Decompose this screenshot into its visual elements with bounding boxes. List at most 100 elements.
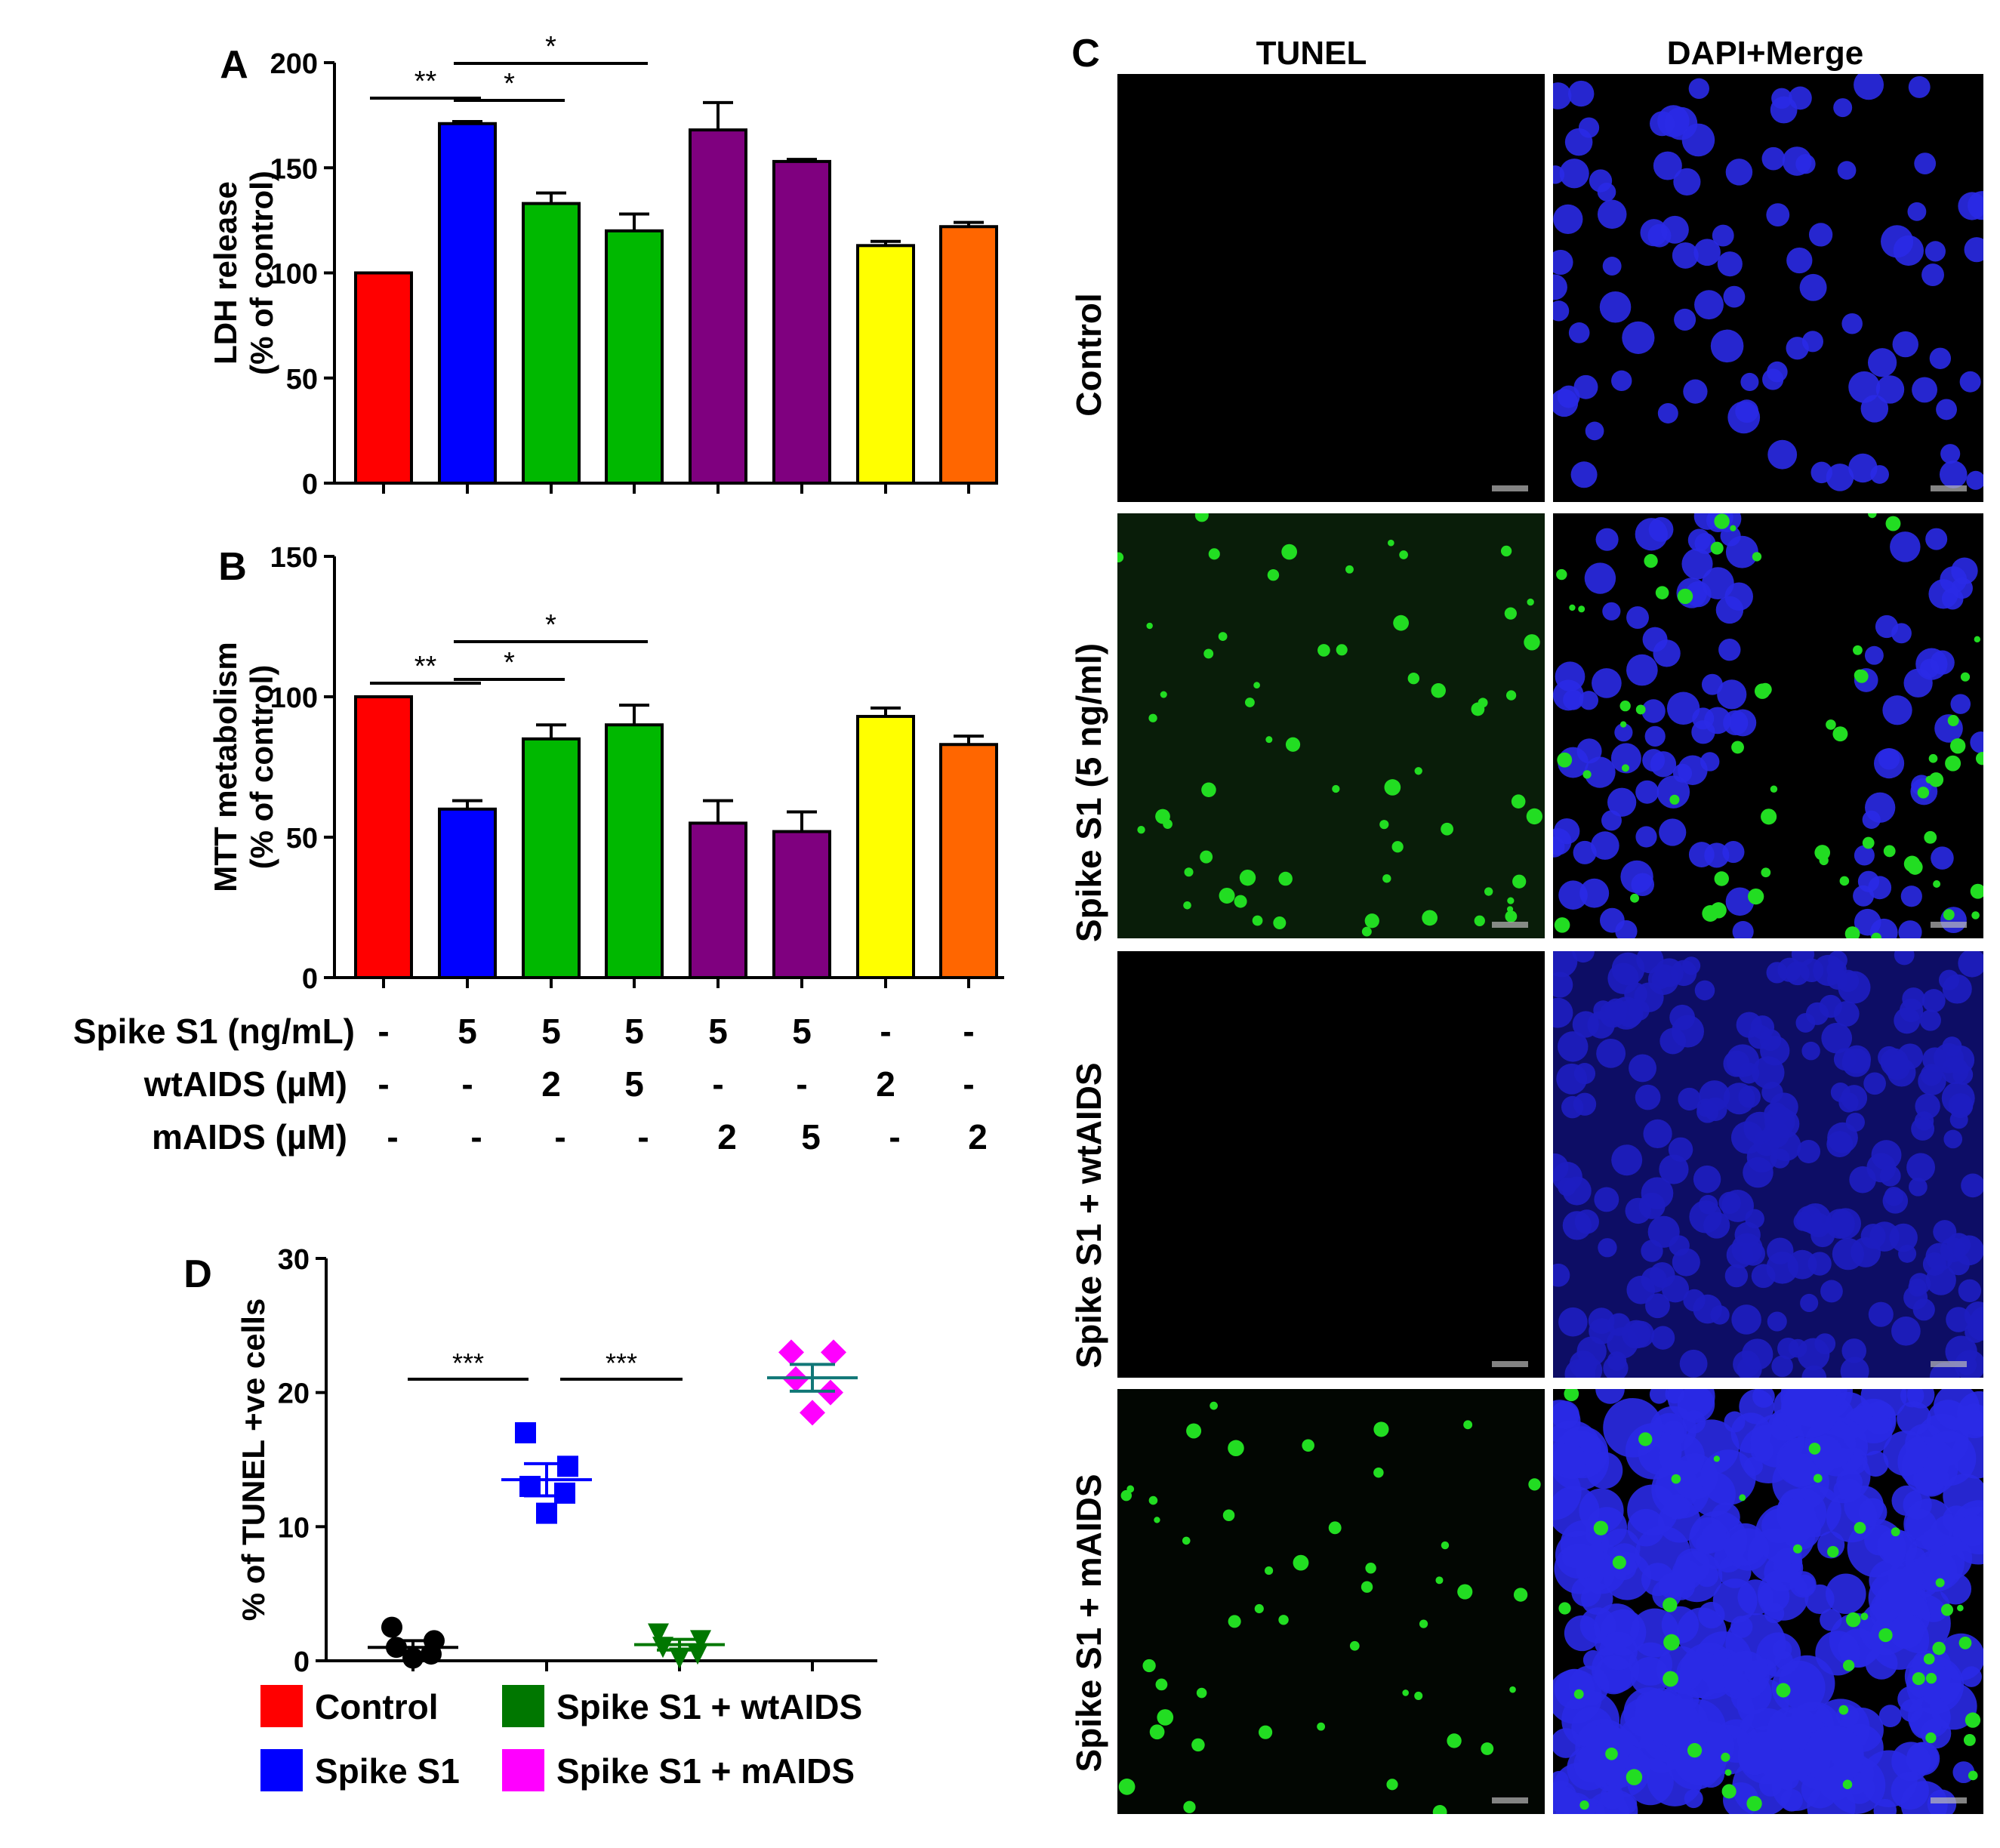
micrograph-content bbox=[1553, 951, 1983, 1378]
nucleus bbox=[1595, 1389, 1625, 1404]
legend-label: Spike S1 + mAIDS bbox=[556, 1751, 855, 1791]
tunel-positive-cell bbox=[1746, 1795, 1762, 1812]
treatment-value: 2 bbox=[968, 1117, 988, 1157]
y-tick-label: 30 bbox=[278, 1244, 310, 1276]
nucleus bbox=[1595, 528, 1619, 551]
tunel-positive-cell bbox=[1677, 588, 1693, 605]
tunel-positive-cell bbox=[1943, 909, 1955, 921]
tunel-positive-cell bbox=[1435, 1576, 1444, 1585]
nucleus bbox=[1712, 224, 1734, 247]
tunel-positive-cell bbox=[1210, 1401, 1218, 1410]
nucleus bbox=[1700, 1449, 1756, 1505]
nucleus bbox=[1673, 168, 1701, 196]
nucleus bbox=[1801, 331, 1823, 353]
nucleus bbox=[1929, 347, 1952, 369]
tunel-positive-cell bbox=[1142, 1659, 1156, 1673]
tunel-positive-cell bbox=[1414, 1691, 1423, 1700]
bar bbox=[856, 244, 915, 485]
nucleus bbox=[1602, 602, 1621, 621]
tunel-positive-cell bbox=[1619, 700, 1631, 712]
y-axis-label-line: (% of control) bbox=[244, 171, 279, 375]
tunel-positive-cell bbox=[1218, 632, 1228, 641]
nucleus bbox=[1657, 402, 1678, 424]
tunel-positive-cell bbox=[1792, 1544, 1803, 1554]
significance-label: *** bbox=[606, 1348, 637, 1378]
nucleus bbox=[1804, 1725, 1864, 1785]
y-tick-label: 150 bbox=[270, 542, 318, 574]
tunel-positive-cell bbox=[1558, 1602, 1571, 1615]
nucleus bbox=[1599, 907, 1625, 933]
nucleus bbox=[1564, 128, 1593, 156]
nucleus bbox=[1589, 169, 1613, 192]
tunel-positive-cell bbox=[1878, 1628, 1893, 1643]
nucleus bbox=[1788, 86, 1812, 110]
tunel-positive-cell bbox=[1148, 713, 1157, 722]
nucleus bbox=[1739, 1389, 1774, 1424]
nucleus bbox=[1959, 371, 1981, 393]
tunel-positive-cell bbox=[1183, 1800, 1196, 1813]
y-axis-label-line: MTT metabolism bbox=[208, 642, 243, 892]
nucleus bbox=[1921, 1431, 1977, 1486]
nucleus bbox=[1718, 639, 1741, 661]
tunel-positive-cell bbox=[1244, 698, 1255, 707]
legend-label: Control bbox=[315, 1687, 439, 1726]
y-tick-label: 10 bbox=[278, 1512, 310, 1544]
nucleus bbox=[1579, 878, 1610, 908]
tunel-positive-cell bbox=[1612, 1555, 1626, 1569]
treatment-value: - bbox=[470, 1117, 482, 1157]
tunel-positive-cell bbox=[1721, 1784, 1737, 1799]
nucleus bbox=[1687, 528, 1711, 552]
tunel-positive-cell bbox=[1441, 1541, 1450, 1550]
tunel-positive-cell bbox=[1317, 644, 1330, 657]
tunel-positive-cell bbox=[1630, 893, 1639, 903]
data-point bbox=[554, 1482, 575, 1504]
y-tick-label: 150 bbox=[270, 153, 318, 185]
nucleus bbox=[1580, 1582, 1613, 1615]
nucleus bbox=[1626, 606, 1649, 630]
tunel-positive-cell bbox=[1776, 1683, 1791, 1698]
tunel-positive-cell bbox=[1457, 1584, 1473, 1600]
tunel-positive-cell bbox=[1511, 794, 1526, 808]
micrograph-content bbox=[1553, 74, 1983, 491]
nucleus bbox=[1848, 453, 1878, 483]
tunel-positive-cell bbox=[1349, 1640, 1360, 1651]
tunel-positive-cell bbox=[1556, 568, 1567, 581]
tunel-positive-cell bbox=[1196, 1687, 1207, 1699]
nucleus bbox=[1875, 614, 1899, 639]
legend-swatch bbox=[260, 1685, 303, 1727]
tunel-positive-cell bbox=[1293, 1554, 1309, 1571]
y-tick-label: 20 bbox=[278, 1378, 310, 1410]
tunel-positive-cell bbox=[1505, 690, 1517, 701]
tunel-positive-cell bbox=[1932, 1641, 1946, 1656]
nucleus bbox=[1640, 219, 1668, 247]
tunel-positive-cell bbox=[1714, 871, 1729, 886]
micrograph-image bbox=[1553, 951, 1983, 1378]
scale-bar bbox=[1931, 1797, 1967, 1803]
nucleus bbox=[1897, 1401, 1931, 1436]
nucleus bbox=[1672, 242, 1699, 269]
micrograph-content bbox=[1553, 513, 1983, 938]
tunel-positive-cell bbox=[1384, 779, 1401, 796]
nucleus bbox=[1701, 673, 1723, 695]
tunel-positive-cell bbox=[1826, 719, 1836, 730]
nucleus bbox=[1603, 1397, 1663, 1458]
tunel-positive-cell bbox=[1332, 784, 1340, 793]
tunel-positive-cell bbox=[1710, 902, 1727, 919]
tunel-positive-cell bbox=[1635, 704, 1646, 715]
nucleus bbox=[1958, 192, 1983, 220]
tunel-positive-cell bbox=[1945, 755, 1961, 772]
micrograph-background bbox=[1117, 1389, 1545, 1814]
significance-label: *** bbox=[452, 1348, 484, 1378]
nucleus bbox=[1869, 1559, 1911, 1602]
y-tick-label: 100 bbox=[270, 682, 318, 714]
nucleus bbox=[1579, 691, 1599, 710]
y-tick-label: 200 bbox=[270, 48, 318, 80]
tunel-positive-cell bbox=[1923, 1653, 1935, 1665]
nucleus bbox=[1557, 385, 1580, 408]
tunel-positive-cell bbox=[1891, 1527, 1900, 1537]
treatment-value: 5 bbox=[541, 1012, 561, 1051]
micrograph-content bbox=[1117, 1389, 1545, 1814]
nucleus bbox=[1723, 285, 1746, 308]
nucleus bbox=[1820, 1609, 1842, 1631]
tunel-positive-cell bbox=[1447, 1733, 1462, 1748]
